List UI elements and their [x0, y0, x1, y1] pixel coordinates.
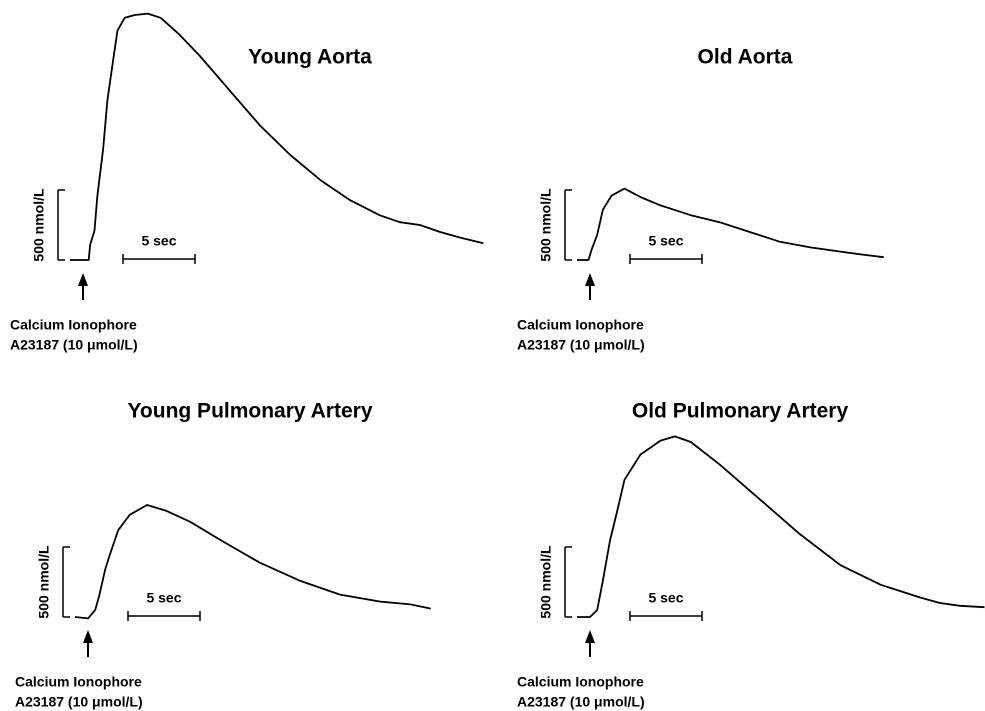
annotation: Calcium Ionophore	[517, 317, 644, 333]
x-scale-label: 5 sec	[141, 233, 176, 249]
panel-title: Old Aorta	[698, 46, 793, 69]
y-scale-label: 500 nmol/L	[538, 188, 554, 262]
x-scale-label: 5 sec	[146, 590, 181, 606]
trace	[70, 12, 484, 261]
y-scale-label: 500 nmol/L	[31, 188, 47, 262]
annotation: A23187 (10 μmol/L)	[517, 337, 645, 353]
arrow-head	[83, 630, 93, 643]
trace	[74, 504, 431, 620]
panel-title: Young Aorta	[248, 46, 372, 69]
annotation: A23187 (10 μmol/L)	[517, 694, 645, 710]
annotation: Calcium Ionophore	[10, 317, 137, 333]
panel-title: Old Pulmonary Artery	[632, 400, 849, 423]
trace	[577, 187, 884, 261]
arrow-head	[585, 273, 595, 286]
arrow-head	[78, 273, 88, 286]
annotation: A23187 (10 μmol/L)	[10, 337, 138, 353]
y-scale-label: 500 nmol/L	[36, 545, 52, 619]
y-scale-label: 500 nmol/L	[538, 545, 554, 619]
trace	[577, 435, 985, 618]
annotation: Calcium Ionophore	[517, 674, 644, 690]
annotation: Calcium Ionophore	[15, 674, 142, 690]
x-scale-label: 5 sec	[648, 233, 683, 249]
x-scale-label: 5 sec	[648, 590, 683, 606]
arrow-head	[585, 630, 595, 643]
panel-title: Young Pulmonary Artery	[127, 400, 372, 423]
annotation: A23187 (10 μmol/L)	[15, 694, 143, 710]
